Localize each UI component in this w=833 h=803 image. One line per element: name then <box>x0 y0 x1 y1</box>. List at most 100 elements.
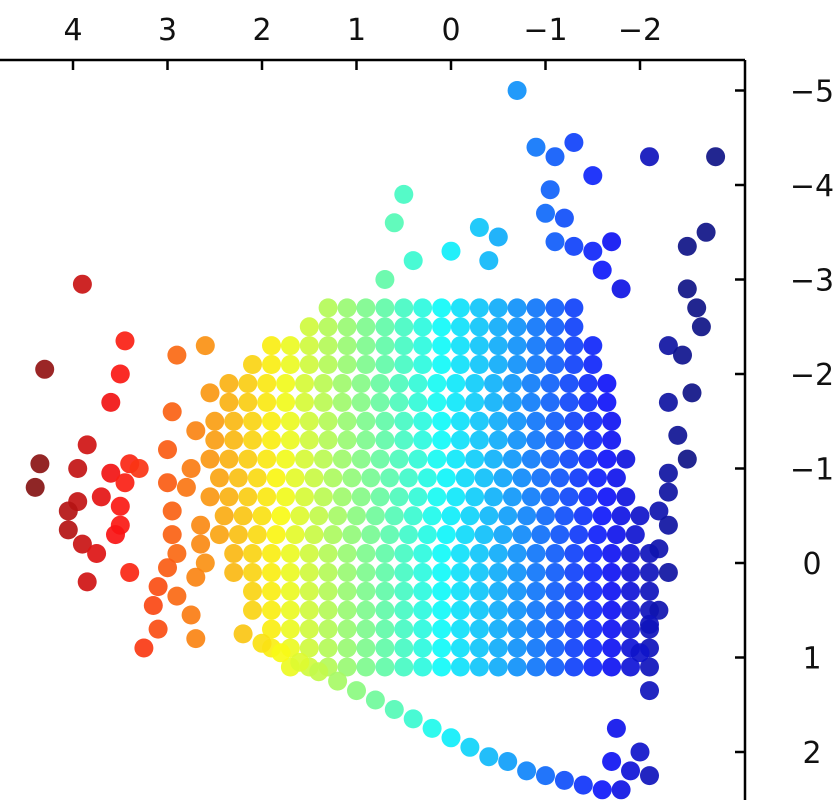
data-point <box>413 600 433 620</box>
data-point <box>526 411 546 431</box>
data-point <box>158 558 177 578</box>
data-point <box>299 619 319 639</box>
data-point <box>280 581 300 601</box>
data-point <box>375 411 395 431</box>
data-point <box>550 525 570 545</box>
data-point <box>469 581 489 601</box>
data-point <box>337 638 357 658</box>
data-point <box>266 525 286 545</box>
data-point <box>432 600 452 620</box>
data-point <box>493 468 513 488</box>
data-point <box>469 218 489 237</box>
data-point <box>450 336 470 356</box>
data-point <box>342 525 362 545</box>
data-point <box>531 468 551 488</box>
data-point <box>337 619 357 639</box>
y-tick-label: −1 <box>790 453 833 488</box>
data-point <box>276 449 296 469</box>
data-point <box>564 581 584 601</box>
data-point <box>110 364 130 384</box>
data-point <box>526 544 546 563</box>
data-point <box>375 317 395 337</box>
data-point <box>77 572 97 592</box>
data-point <box>488 317 508 337</box>
data-point <box>640 657 659 677</box>
data-point <box>455 468 475 488</box>
data-point <box>200 449 220 469</box>
data-point <box>526 336 546 356</box>
data-point <box>502 449 522 469</box>
data-point <box>337 336 357 356</box>
data-point <box>68 459 88 478</box>
data-point <box>658 336 678 356</box>
data-point <box>162 501 182 521</box>
data-point <box>290 506 310 526</box>
data-point <box>474 525 494 545</box>
data-point <box>280 619 300 639</box>
data-point <box>233 506 253 526</box>
data-point <box>649 501 669 521</box>
data-point <box>238 487 258 507</box>
data-point <box>677 279 697 299</box>
data-point <box>120 563 140 582</box>
data-point <box>583 411 603 431</box>
data-point <box>280 600 300 620</box>
data-point <box>602 600 622 620</box>
data-point <box>621 619 640 639</box>
data-point <box>285 468 305 488</box>
data-point <box>526 657 546 677</box>
data-point <box>356 581 376 601</box>
data-point <box>262 355 281 374</box>
data-point <box>129 459 149 478</box>
data-point <box>460 737 480 757</box>
data-point <box>640 766 659 786</box>
data-point <box>413 581 433 601</box>
data-point <box>432 544 452 563</box>
data-point <box>450 563 470 582</box>
data-point <box>356 600 376 620</box>
data-point <box>640 147 659 167</box>
data-point <box>337 355 357 374</box>
data-point <box>450 619 470 639</box>
data-point <box>602 563 622 582</box>
data-point <box>507 619 527 639</box>
data-point <box>564 317 584 337</box>
data-point <box>238 449 258 469</box>
data-point <box>583 544 603 563</box>
data-point <box>389 392 409 412</box>
data-point <box>597 392 617 412</box>
data-point <box>564 600 584 620</box>
data-point <box>569 468 589 488</box>
data-point <box>318 355 338 374</box>
data-point <box>559 449 579 469</box>
data-point <box>58 501 78 521</box>
data-point <box>205 430 225 450</box>
data-point <box>285 525 305 545</box>
data-point <box>413 657 433 677</box>
data-point <box>621 600 640 620</box>
data-point <box>436 525 456 545</box>
data-point <box>526 355 546 374</box>
data-point <box>394 619 414 639</box>
data-point <box>488 638 508 658</box>
data-point <box>706 147 726 167</box>
data-point <box>450 411 470 431</box>
data-point <box>559 374 579 393</box>
data-point <box>210 468 229 488</box>
data-point <box>210 525 229 545</box>
data-point <box>583 619 603 639</box>
data-point <box>323 525 343 545</box>
data-point <box>77 435 97 455</box>
data-point <box>526 563 546 582</box>
data-point <box>304 525 324 545</box>
data-point <box>450 638 470 658</box>
data-point <box>493 525 513 545</box>
data-point <box>318 544 338 563</box>
data-point <box>389 487 409 507</box>
data-point <box>318 430 338 450</box>
data-point <box>375 563 395 582</box>
data-point <box>446 449 466 469</box>
data-point <box>469 317 489 337</box>
data-point <box>262 619 281 639</box>
data-point <box>384 213 404 233</box>
